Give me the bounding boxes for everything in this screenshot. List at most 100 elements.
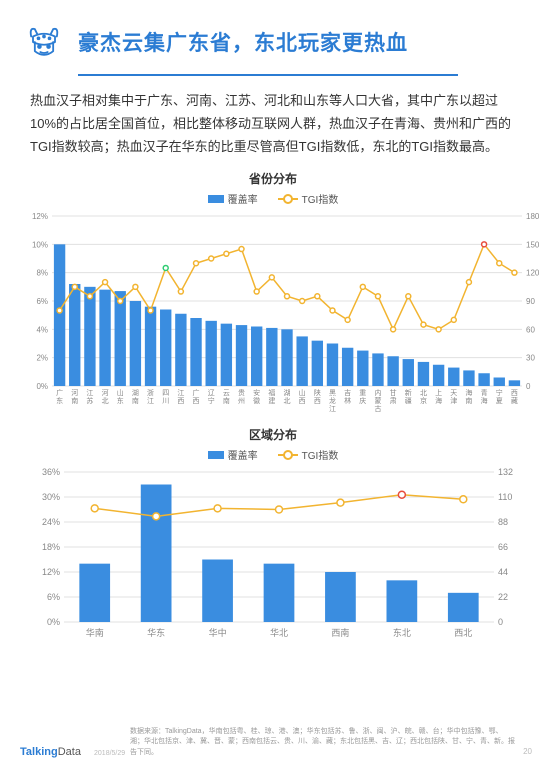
- svg-text:西: 西: [511, 389, 518, 397]
- chart2-plot: 0%6%12%18%24%30%36%022446688110132华南华东华中…: [24, 464, 522, 646]
- svg-text:110: 110: [498, 492, 512, 502]
- chart2-legend: 覆盖率 TGI指数: [24, 447, 522, 462]
- svg-text:州: 州: [238, 397, 245, 405]
- svg-text:西: 西: [314, 397, 321, 405]
- svg-text:古: 古: [374, 404, 381, 413]
- svg-text:上: 上: [435, 388, 442, 397]
- svg-text:60: 60: [526, 326, 535, 335]
- svg-text:西南: 西南: [331, 627, 349, 638]
- body-paragraph: 热血汉子相对集中于广东、河南、江苏、河北和山东等人口大省，其中广东以超过10%的…: [0, 76, 546, 166]
- svg-text:甘: 甘: [390, 388, 397, 397]
- svg-text:华北: 华北: [270, 627, 288, 638]
- svg-text:川: 川: [162, 397, 169, 405]
- legend-tgi-swatch: [278, 198, 298, 200]
- svg-text:90: 90: [526, 297, 535, 306]
- svg-text:陕: 陕: [314, 388, 321, 397]
- legend-tgi-label-2: TGI指数: [302, 447, 339, 462]
- svg-text:肃: 肃: [390, 396, 397, 405]
- svg-text:22: 22: [498, 592, 508, 602]
- svg-text:6%: 6%: [36, 297, 48, 306]
- legend-tgi-2: TGI指数: [278, 447, 339, 462]
- svg-text:江: 江: [177, 389, 184, 397]
- svg-text:藏: 藏: [511, 396, 518, 405]
- svg-text:132: 132: [498, 467, 513, 477]
- legend-coverage: 覆盖率: [208, 191, 258, 206]
- svg-text:海: 海: [435, 396, 442, 405]
- svg-text:京: 京: [420, 396, 427, 405]
- svg-text:江: 江: [329, 405, 336, 413]
- svg-text:黑: 黑: [329, 389, 336, 397]
- svg-text:8%: 8%: [36, 269, 48, 278]
- svg-text:安: 安: [253, 388, 260, 397]
- viking-icon: [20, 18, 68, 66]
- svg-text:88: 88: [498, 517, 508, 527]
- svg-text:河: 河: [102, 389, 109, 397]
- svg-text:浙: 浙: [147, 388, 154, 397]
- svg-text:北: 北: [420, 389, 427, 397]
- page-header: 豪杰云集广东省，东北玩家更热血: [0, 0, 546, 74]
- svg-text:华东: 华东: [147, 627, 165, 638]
- svg-text:蒙: 蒙: [374, 396, 381, 405]
- svg-text:东北: 东北: [393, 627, 411, 638]
- svg-text:36%: 36%: [42, 467, 60, 477]
- svg-text:0: 0: [498, 617, 503, 627]
- brand-logo: TalkingData 2018/5/29: [20, 746, 125, 758]
- svg-text:南: 南: [465, 396, 472, 405]
- svg-text:30: 30: [526, 354, 535, 363]
- svg-text:河: 河: [71, 389, 78, 397]
- svg-text:山: 山: [117, 388, 124, 397]
- svg-text:吉: 吉: [344, 389, 351, 397]
- svg-text:重: 重: [359, 389, 366, 397]
- brand-suffix: Data: [58, 746, 81, 758]
- brand-prefix: Talking: [20, 746, 58, 758]
- svg-text:新: 新: [405, 388, 412, 397]
- svg-text:华南: 华南: [86, 627, 104, 638]
- svg-text:东: 东: [117, 396, 124, 405]
- svg-text:西北: 西北: [454, 628, 472, 638]
- svg-text:龙: 龙: [329, 396, 336, 405]
- province-chart-section: 省份分布 覆盖率 TGI指数 0%2%4%6%8%10%12%030609012…: [0, 166, 546, 416]
- svg-text:青: 青: [481, 388, 488, 397]
- svg-text:44: 44: [498, 567, 508, 577]
- svg-text:4%: 4%: [36, 326, 48, 335]
- chart1-legend: 覆盖率 TGI指数: [24, 191, 522, 206]
- chart2-title: 区域分布: [24, 426, 522, 443]
- svg-text:24%: 24%: [42, 517, 60, 527]
- svg-text:南: 南: [132, 396, 139, 405]
- svg-text:南: 南: [71, 396, 78, 405]
- svg-text:2%: 2%: [36, 354, 48, 363]
- svg-text:江: 江: [86, 389, 93, 397]
- svg-text:苏: 苏: [86, 396, 93, 405]
- svg-text:湖: 湖: [132, 388, 139, 397]
- svg-text:120: 120: [526, 269, 540, 278]
- svg-text:10%: 10%: [32, 241, 48, 250]
- svg-text:北: 北: [284, 397, 291, 405]
- footnote-source: 数据来源：TalkingData，华南包括粤、桂、琼、港、澳；华东包括苏、鲁、浙…: [130, 727, 516, 759]
- legend-coverage-label-2: 覆盖率: [228, 447, 258, 462]
- legend-coverage-swatch: [208, 195, 224, 203]
- footer-date: 2018/5/29: [94, 750, 125, 757]
- svg-text:疆: 疆: [405, 397, 412, 405]
- svg-text:海: 海: [481, 396, 488, 405]
- svg-text:山: 山: [299, 388, 306, 397]
- legend-coverage-swatch-2: [208, 451, 224, 459]
- legend-tgi-swatch-2: [278, 454, 298, 456]
- legend-tgi-label: TGI指数: [302, 191, 339, 206]
- svg-text:广: 广: [56, 388, 63, 397]
- svg-text:0: 0: [526, 382, 531, 391]
- svg-text:夏: 夏: [496, 397, 503, 405]
- svg-text:180: 180: [526, 212, 540, 221]
- svg-text:12%: 12%: [42, 567, 60, 577]
- page-number: 20: [523, 747, 532, 756]
- svg-text:宁: 宁: [496, 388, 503, 397]
- svg-text:江: 江: [147, 397, 154, 405]
- page-title: 豪杰云集广东省，东北玩家更热血: [78, 27, 408, 57]
- svg-text:天: 天: [450, 389, 457, 397]
- svg-text:东: 东: [56, 396, 63, 405]
- svg-text:四: 四: [162, 389, 169, 397]
- svg-text:12%: 12%: [32, 212, 48, 221]
- svg-text:南: 南: [223, 396, 230, 405]
- svg-text:18%: 18%: [42, 542, 60, 552]
- svg-text:66: 66: [498, 542, 508, 552]
- svg-text:内: 内: [374, 388, 381, 397]
